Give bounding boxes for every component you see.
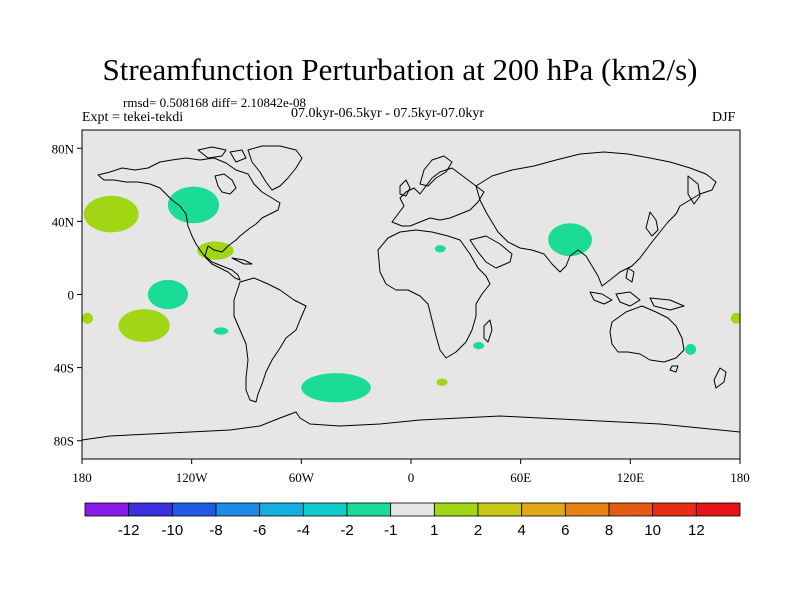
colorbar-label: 10 <box>644 522 661 539</box>
anomaly-east-pacific-negative <box>147 279 189 310</box>
chart-title: Streamfunction Perturbation at 200 hPa (… <box>102 52 698 87</box>
anomaly-east-africa-negative <box>473 342 485 350</box>
colorbar-label: -2 <box>340 522 353 539</box>
anomaly-dateline-east-positive <box>730 312 740 324</box>
colorbar-swatch <box>346 502 392 517</box>
colorbar-swatch <box>564 502 610 517</box>
colorbar-swatch <box>215 502 261 517</box>
map-background <box>82 130 740 459</box>
lat-tick-label: 80N <box>52 141 75 156</box>
season-label: DJF <box>712 110 736 125</box>
colorbar-swatch <box>302 502 348 517</box>
colorbar-label: -6 <box>253 522 266 539</box>
colorbar-swatch <box>477 502 523 517</box>
colorbar-label: -12 <box>118 522 140 539</box>
anomaly-layer <box>82 186 740 403</box>
colorbar-swatch <box>84 502 130 517</box>
anomaly-south-pacific-positive <box>118 309 170 343</box>
lon-tick-label: 120W <box>176 470 209 485</box>
colorbar-label: -4 <box>297 522 310 539</box>
lat-tick-label: 80S <box>54 434 74 449</box>
anomaly-dateline-west-positive <box>82 312 93 324</box>
period-label: 07.0kyr-06.5kyr - 07.5kyr-07.0kyr <box>291 106 485 121</box>
colorbar-swatch <box>128 502 173 517</box>
lon-tick-label: 0 <box>408 470 415 485</box>
lat-tick-label: 40S <box>54 361 74 376</box>
colorbar-label: 1 <box>430 522 438 539</box>
colorbar: -12 -10 -8 -6 -4 -2 -1 1 2 4 6 8 10 12 <box>84 502 741 539</box>
lon-tick-label: 180 <box>730 470 750 485</box>
colorbar-swatch <box>171 502 217 517</box>
colorbar-label: 6 <box>561 522 569 539</box>
anomaly-sahara-negative <box>434 245 446 253</box>
colorbar-swatch <box>521 502 566 517</box>
colorbar-swatch <box>652 502 697 517</box>
lon-tick-label: 60E <box>510 470 531 485</box>
lon-tick-label: 60W <box>289 470 315 485</box>
colorbar-label: -8 <box>209 522 222 539</box>
colorbar-label: 4 <box>517 522 525 539</box>
anomaly-tibet-negative <box>548 223 592 257</box>
colorbar-label: -10 <box>161 522 183 539</box>
colorbar-swatch <box>259 502 304 517</box>
colorbar-swatch <box>695 502 741 517</box>
stats-text: rmsd= 0.508168 diff= 2.10842e-08 <box>123 95 307 110</box>
anomaly-south-pacific-small-negative <box>213 327 229 335</box>
colorbar-label: -1 <box>384 522 397 539</box>
colorbar-label: 12 <box>688 522 705 539</box>
colorbar-swatch <box>433 502 479 517</box>
coastlines <box>82 145 740 459</box>
experiment-label: Expt = tekei-tekdi <box>82 110 184 125</box>
lon-tick-label: 120E <box>617 470 645 485</box>
longitude-axis: 180 120W 60W 0 60E 120E 180 <box>72 459 750 485</box>
anomaly-south-africa-positive <box>436 378 448 386</box>
lon-tick-label: 180 <box>72 470 92 485</box>
anomaly-north-pacific-positive <box>83 195 139 233</box>
lat-tick-label: 0 <box>68 288 75 303</box>
anomaly-north-america-negative <box>167 186 220 224</box>
anomaly-south-atlantic-negative <box>301 373 371 403</box>
colorbar-label: 2 <box>474 522 482 539</box>
lat-tick-label: 40N <box>52 214 75 229</box>
colorbar-swatch <box>608 502 654 517</box>
latitude-axis: 80N 40N 0 40S 80S <box>52 141 82 449</box>
colorbar-swatch <box>390 502 435 517</box>
colorbar-label: 8 <box>605 522 613 539</box>
anomaly-east-australia-negative <box>685 343 697 355</box>
